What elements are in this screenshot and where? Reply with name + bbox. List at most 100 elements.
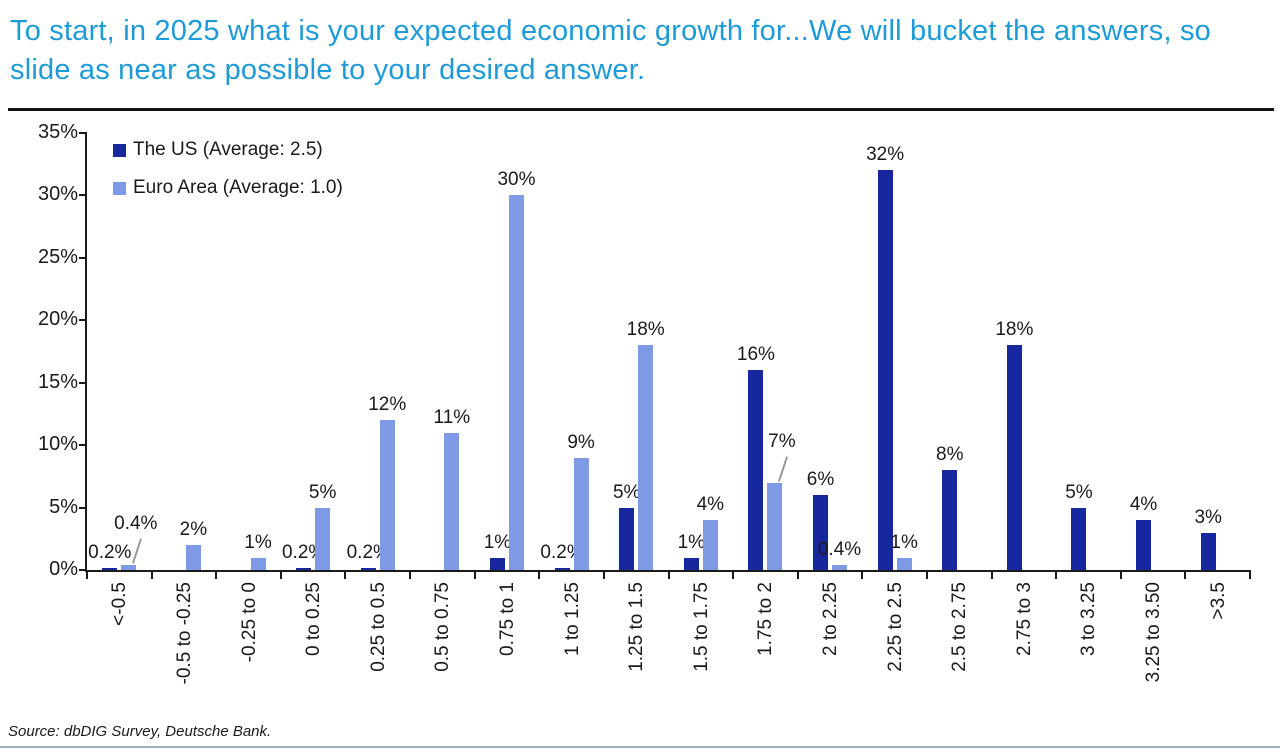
bar-euro: [121, 565, 137, 570]
bar-euro: [379, 420, 395, 570]
x-tick: [150, 570, 153, 579]
x-tick: [1119, 570, 1122, 579]
legend: The US (Average: 2.5) Euro Area (Average…: [113, 139, 343, 216]
bar-us: [877, 170, 893, 570]
x-tick: [796, 570, 799, 579]
x-tick-label: -0.25 to 0: [238, 582, 260, 663]
bar-label: 18%: [626, 319, 665, 341]
x-tick-label: 3.25 to 3.50: [1143, 582, 1165, 683]
bar-label: 32%: [866, 144, 905, 166]
bar-label: 7%: [768, 430, 796, 452]
us-swatch-icon: [113, 143, 126, 157]
x-tick: [1249, 570, 1251, 579]
bar-us: [942, 470, 958, 570]
x-tick: [1184, 570, 1187, 579]
x-tick-label: 2.25 to 2.5: [884, 582, 906, 672]
bar-label: 0.4%: [817, 539, 862, 560]
x-tick-label: 1 to 1.25: [561, 582, 583, 656]
x-tick-label: 2 to 2.25: [820, 582, 842, 656]
bar-label: 16%: [736, 344, 775, 366]
y-tick: [79, 444, 87, 447]
y-tick-label: 35%: [37, 121, 78, 143]
x-tick-label: >3.5: [1207, 582, 1229, 620]
bar-label: 1%: [483, 531, 512, 553]
x-tick: [473, 570, 476, 579]
x-tick: [215, 570, 218, 579]
bar-label: 0.2%: [88, 541, 132, 563]
x-tick-label: 0.75 to 1: [496, 582, 518, 656]
y-axis-line: [85, 133, 87, 572]
bar-us: [748, 370, 764, 570]
y-tick: [79, 194, 87, 197]
bar-label: 0.2%: [540, 541, 584, 563]
y-tick: [79, 132, 87, 134]
y-tick-label: 10%: [37, 433, 78, 456]
y-tick-label: 15%: [37, 370, 78, 393]
bar-euro: [250, 557, 266, 570]
bar-euro: [832, 565, 848, 570]
y-tick-label: 25%: [37, 245, 78, 268]
bar-label: 5%: [1065, 481, 1093, 503]
bar-label: 3%: [1194, 506, 1222, 528]
bar-us: [813, 495, 829, 570]
x-tick: [538, 570, 541, 579]
bar-euro: [702, 520, 718, 570]
y-tick-label: 0%: [49, 558, 78, 580]
bar-label: 5%: [308, 481, 337, 503]
y-tick-label: 5%: [49, 495, 78, 518]
bar-label: 5%: [612, 481, 641, 503]
x-tick: [279, 570, 282, 579]
x-tick: [409, 570, 412, 579]
bar-euro: [315, 507, 331, 570]
x-tick: [925, 570, 928, 579]
bar-euro: [185, 545, 201, 570]
y-tick-label: 30%: [37, 183, 78, 206]
legend-item-euro: Euro Area (Average: 1.0): [113, 177, 343, 198]
x-tick: [86, 570, 88, 579]
bar-euro: [444, 432, 460, 570]
bar-label: 18%: [995, 319, 1034, 341]
x-tick-label: 0.5 to 0.75: [432, 582, 454, 672]
legend-label-euro: Euro Area (Average: 1.0): [133, 177, 343, 198]
x-tick: [667, 570, 670, 579]
y-tick: [79, 256, 87, 259]
bar-label: 12%: [368, 394, 407, 416]
x-tick-label: 1.5 to 1.75: [690, 582, 712, 672]
bar-label: 0.2%: [281, 541, 326, 563]
chart-title: To start, in 2025 what is your expected …: [10, 15, 1211, 86]
bar-us: [1136, 520, 1152, 570]
y-tick: [79, 506, 87, 509]
x-tick: [990, 570, 993, 579]
bar-label: 8%: [936, 444, 964, 466]
y-tick-label: 20%: [37, 308, 78, 331]
x-tick-label: -0.5 to -0.25: [173, 582, 195, 685]
bar-euro: [767, 482, 783, 570]
bar-label: 0.4%: [114, 513, 158, 534]
bar-label: 4%: [696, 494, 725, 516]
euro-swatch-icon: [113, 181, 126, 195]
x-tick: [602, 570, 605, 579]
bar-label: 11%: [433, 406, 471, 428]
source-note: Source: dbDIG Survey, Deutsche Bank.: [8, 723, 272, 740]
bar-label: 0.2%: [346, 541, 390, 563]
bar-label: 9%: [567, 431, 595, 453]
bar-label: 30%: [497, 169, 536, 191]
bar-us: [1006, 345, 1022, 570]
x-tick-label: 0.25 to 0.5: [367, 582, 389, 672]
x-tick-label: <-0.5: [109, 582, 131, 626]
bar-us: [1200, 532, 1216, 570]
bar-label: 1%: [890, 531, 918, 553]
bar-label: 1%: [677, 531, 706, 553]
x-tick-label: 2.75 to 3: [1013, 582, 1035, 656]
bar-euro: [573, 457, 589, 570]
bar-label: 6%: [806, 469, 835, 491]
x-tick: [344, 570, 347, 579]
y-tick: [79, 381, 87, 384]
legend-item-us: The US (Average: 2.5): [113, 139, 343, 160]
bar-label: 2%: [179, 519, 208, 541]
bar-us: [554, 567, 570, 570]
bar-us: [489, 557, 505, 570]
bar-us: [619, 507, 635, 570]
bar-us: [102, 567, 118, 570]
bar-us: [360, 567, 376, 570]
